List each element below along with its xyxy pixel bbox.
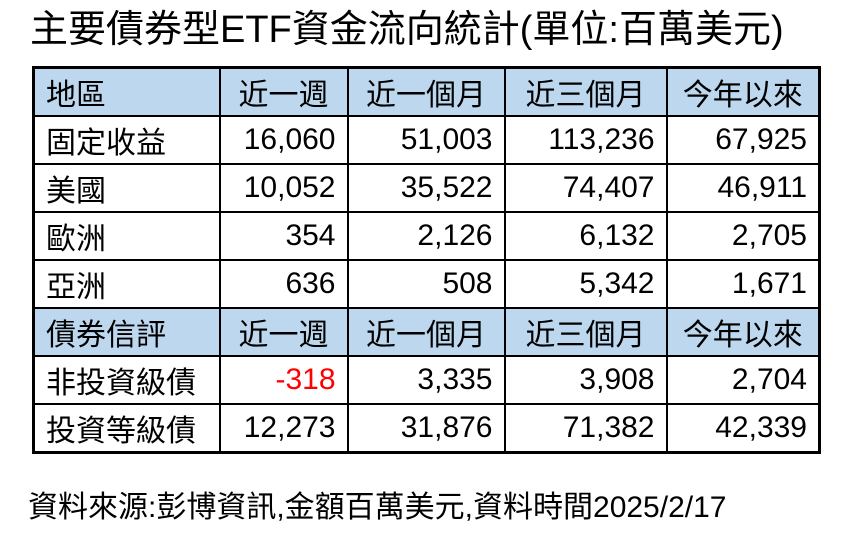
source-note: 資料來源:彭博資訊,金額百萬美元,資料時間2025/2/17 bbox=[28, 491, 727, 524]
value-cell: 67,925 bbox=[665, 115, 821, 165]
table-header-row-credit: 債券信評 近一週 近一個月 近三個月 今年以來 bbox=[32, 307, 821, 357]
row-label: 歐洲 bbox=[32, 211, 221, 261]
value-cell: 354 bbox=[218, 211, 349, 261]
value-cell: 3,908 bbox=[503, 355, 668, 405]
header-cell-month: 近一個月 bbox=[346, 307, 506, 357]
value-cell: 2,126 bbox=[346, 211, 506, 261]
table-row-europe: 歐洲 354 2,126 6,132 2,705 bbox=[32, 211, 821, 261]
header-cell-ytd: 今年以來 bbox=[665, 307, 821, 357]
value-cell: 508 bbox=[346, 259, 506, 309]
value-cell: 46,911 bbox=[665, 163, 821, 213]
page-title: 主要債券型ETF資金流向統計(單位:百萬美元) bbox=[30, 9, 784, 51]
header-cell-three-months: 近三個月 bbox=[503, 307, 668, 357]
value-cell: 6,132 bbox=[503, 211, 668, 261]
value-cell: 10,052 bbox=[218, 163, 349, 213]
table-row-us: 美國 10,052 35,522 74,407 46,911 bbox=[32, 163, 821, 213]
header-cell-region: 地區 bbox=[32, 66, 221, 117]
value-cell: 31,876 bbox=[346, 403, 506, 454]
value-cell-negative: -318 bbox=[218, 355, 349, 405]
value-cell: 16,060 bbox=[218, 115, 349, 165]
row-label: 固定收益 bbox=[32, 115, 221, 165]
value-cell: 113,236 bbox=[503, 115, 668, 165]
row-label: 投資等級債 bbox=[32, 403, 221, 454]
table-row-investment-grade: 投資等級債 12,273 31,876 71,382 42,339 bbox=[32, 403, 821, 454]
value-cell: 636 bbox=[218, 259, 349, 309]
value-cell: 42,339 bbox=[665, 403, 821, 454]
header-cell-ytd: 今年以來 bbox=[665, 66, 821, 117]
header-cell-three-months: 近三個月 bbox=[503, 66, 668, 117]
row-label: 亞洲 bbox=[32, 259, 221, 309]
table-row-high-yield: 非投資級債 -318 3,335 3,908 2,704 bbox=[32, 355, 821, 405]
value-cell: 51,003 bbox=[346, 115, 506, 165]
row-label: 非投資級債 bbox=[32, 355, 221, 405]
table-row-fixed-income: 固定收益 16,060 51,003 113,236 67,925 bbox=[32, 115, 821, 165]
header-cell-week: 近一週 bbox=[218, 307, 349, 357]
header-cell-credit: 債券信評 bbox=[32, 307, 221, 357]
value-cell: 35,522 bbox=[346, 163, 506, 213]
value-cell: 74,407 bbox=[503, 163, 668, 213]
row-label: 美國 bbox=[32, 163, 221, 213]
table-header-row-region: 地區 近一週 近一個月 近三個月 今年以來 bbox=[32, 66, 821, 117]
value-cell: 71,382 bbox=[503, 403, 668, 454]
etf-flow-table: 地區 近一週 近一個月 近三個月 今年以來 固定收益 16,060 51,003… bbox=[32, 66, 821, 454]
table-row-asia: 亞洲 636 508 5,342 1,671 bbox=[32, 259, 821, 309]
value-cell: 2,705 bbox=[665, 211, 821, 261]
value-cell: 3,335 bbox=[346, 355, 506, 405]
header-cell-week: 近一週 bbox=[218, 66, 349, 117]
value-cell: 1,671 bbox=[665, 259, 821, 309]
value-cell: 2,704 bbox=[665, 355, 821, 405]
value-cell: 5,342 bbox=[503, 259, 668, 309]
header-cell-month: 近一個月 bbox=[346, 66, 506, 117]
value-cell: 12,273 bbox=[218, 403, 349, 454]
